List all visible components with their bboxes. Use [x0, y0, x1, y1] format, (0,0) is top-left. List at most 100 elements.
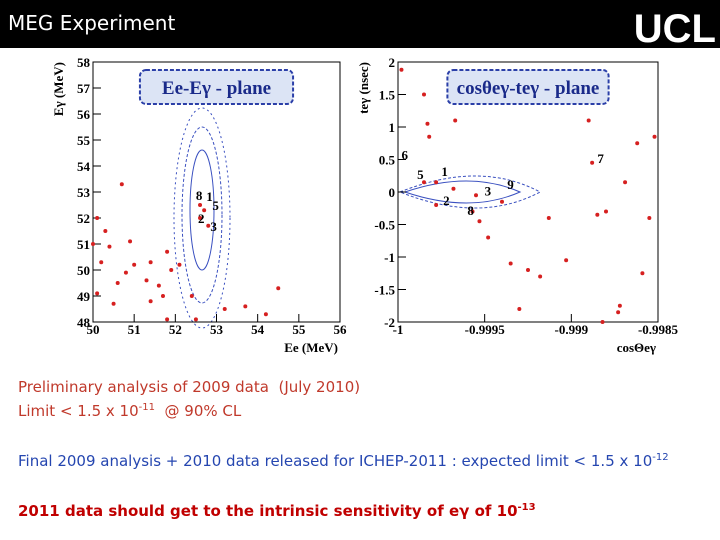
x-tick-label: 53 [210, 322, 224, 337]
point [91, 242, 95, 246]
point [617, 303, 622, 308]
plane-box [446, 69, 610, 105]
point [595, 212, 600, 217]
point [451, 186, 456, 191]
y-tick-label: 1 [389, 120, 396, 135]
point [623, 180, 628, 185]
annotation: 8 [196, 188, 203, 203]
y-tick-label: 55 [77, 133, 91, 148]
annotation: 7 [597, 151, 604, 166]
point [422, 92, 426, 97]
point [198, 216, 203, 220]
body-line: Preliminary analysis of 2009 data (July … [18, 378, 360, 396]
y-tick-label: -1 [384, 250, 395, 265]
point [399, 67, 404, 72]
y-tick-label: -1.5 [374, 283, 395, 298]
superscript: -11 [138, 402, 155, 413]
chart-title: Ee-Eγ - plane [162, 78, 271, 99]
point [647, 216, 652, 220]
point [148, 260, 153, 265]
y-tick-label: 0 [389, 185, 396, 200]
point [486, 235, 491, 240]
x-tick-label: 54 [251, 322, 265, 337]
plane-box [138, 69, 295, 105]
point [422, 180, 426, 185]
point [148, 299, 153, 304]
y-tick-label: 58 [77, 55, 91, 70]
y-tick-label: 0.5 [379, 153, 396, 168]
point [206, 223, 211, 228]
annotation: 5 [417, 167, 424, 182]
point [243, 304, 248, 309]
point [517, 307, 522, 311]
point [189, 294, 194, 298]
y-tick-label: 56 [77, 107, 91, 122]
annotation: 2 [443, 193, 450, 208]
annotation: 8 [467, 203, 474, 218]
text-run: @ 90% CL [155, 402, 242, 420]
y-tick-label: 53 [77, 185, 91, 200]
point [198, 203, 203, 207]
point [546, 216, 551, 220]
point [165, 249, 170, 254]
x-axis-label: cosΘeγ [617, 340, 656, 355]
point [474, 193, 478, 198]
point [111, 301, 116, 306]
x-axis-label: Ee (MeV) [284, 340, 338, 355]
superscript: -12 [652, 452, 669, 463]
point [604, 209, 608, 214]
x-tick-label: 56 [334, 322, 348, 337]
chart-title: cosθeγ-teγ - plane [457, 78, 600, 99]
point [453, 118, 458, 123]
body-line: 2011 data should get to the intrinsic se… [18, 502, 536, 520]
y-tick-label: 2 [389, 55, 396, 70]
point [526, 268, 530, 272]
point [177, 262, 182, 267]
point [564, 258, 569, 263]
point [119, 182, 124, 187]
y-axis-label: teγ (nsec) [356, 62, 371, 114]
point [193, 317, 198, 322]
y-tick-label: 1.5 [379, 88, 396, 103]
point [425, 121, 430, 126]
point [95, 291, 100, 296]
point [586, 118, 591, 123]
text-run: Final 2009 analysis + 2010 data released… [18, 452, 653, 470]
logo: UCL [634, 7, 716, 51]
y-tick-label: 57 [77, 81, 91, 96]
annotation: 9 [507, 177, 514, 192]
point [600, 320, 605, 324]
x-tick-label: -0.9985 [638, 322, 679, 337]
point [477, 219, 482, 224]
superscript: -13 [517, 502, 536, 513]
point [165, 317, 170, 322]
point [640, 271, 645, 276]
point [635, 141, 640, 146]
point [276, 286, 281, 291]
annotation: 3 [210, 219, 217, 234]
point [434, 203, 439, 207]
body-line: Limit < 1.5 x 10-11 @ 90% CL [18, 402, 241, 420]
point [434, 180, 439, 185]
annotation: 3 [485, 183, 492, 198]
x-tick-label: 50 [87, 322, 100, 337]
annotation: 1 [441, 164, 448, 179]
y-axis-label: Eγ (MeV) [51, 62, 66, 116]
annotation: 1 [206, 189, 213, 204]
text-run: 2011 data should get to the intrinsic se… [18, 502, 518, 520]
contours [173, 107, 542, 329]
point [590, 160, 595, 165]
point [427, 134, 432, 139]
x-tick-label: 52 [169, 322, 182, 337]
point [128, 239, 133, 244]
y-tick-label: 48 [77, 315, 91, 330]
y-tick-label: 52 [77, 211, 90, 226]
point [123, 270, 128, 275]
point [508, 261, 513, 266]
point [500, 199, 504, 204]
x-tick-label: -1 [393, 322, 404, 337]
point [652, 134, 657, 139]
y-tick-label: -0.5 [374, 218, 395, 233]
annotation: 5 [212, 198, 219, 213]
